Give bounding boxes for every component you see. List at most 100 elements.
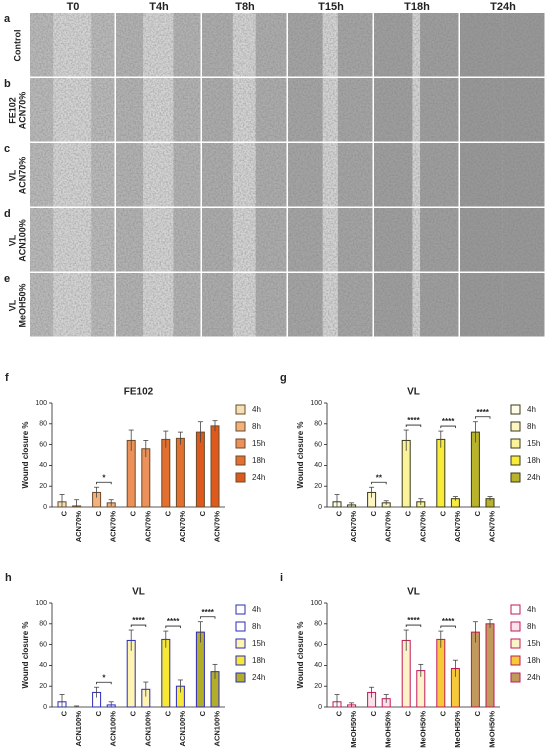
significance-label: **** — [167, 617, 180, 626]
texture — [374, 208, 459, 272]
bar — [470, 431, 480, 508]
legend-swatch — [510, 438, 521, 449]
significance-bracket — [405, 624, 422, 628]
legend-swatch — [235, 621, 246, 632]
texture — [202, 143, 287, 207]
panel-letter: d — [4, 208, 11, 220]
texture — [116, 13, 201, 77]
texture — [460, 78, 545, 142]
texture — [30, 13, 115, 77]
legend-label: 15h — [252, 639, 265, 648]
row-label: FE102 — [7, 97, 17, 124]
x-tick-label: ACN100% — [74, 711, 83, 747]
y-tick-label: 80 — [314, 621, 322, 628]
legend-swatch — [235, 421, 246, 432]
legend-label: 18h — [527, 456, 540, 465]
column-header: T15h — [318, 1, 344, 13]
y-tick-label: 0 — [43, 504, 47, 511]
column-header: T24h — [490, 1, 516, 13]
texture — [30, 273, 115, 337]
y-axis-label: Wound closure % — [296, 622, 305, 689]
legend-label: 15h — [527, 639, 540, 648]
legend-swatch — [510, 655, 521, 666]
y-tick-label: 40 — [314, 662, 322, 669]
bar — [195, 431, 205, 508]
chart-title: VL — [407, 587, 420, 598]
legend-swatch — [510, 421, 521, 432]
x-tick-label: MeOH50% — [418, 711, 427, 748]
x-tick-label: MeOH50% — [349, 711, 358, 748]
row-label: VL — [7, 169, 17, 181]
significance-label: **** — [407, 616, 420, 625]
legend-swatch — [235, 438, 246, 449]
x-tick-label: MeOH50% — [384, 711, 393, 748]
legend-swatch — [510, 472, 521, 483]
x-tick-label: C — [473, 710, 482, 716]
y-tick-label: 40 — [39, 662, 47, 669]
y-tick-label: 20 — [314, 683, 322, 690]
x-tick-label: C — [94, 710, 103, 716]
legend-label: 18h — [252, 656, 265, 665]
legend-swatch — [235, 455, 246, 466]
x-tick-label: C — [59, 710, 68, 716]
column-header: T8h — [235, 1, 255, 13]
y-tick-label: 40 — [39, 462, 47, 469]
bar — [161, 438, 171, 508]
legend-label: 4h — [252, 405, 261, 414]
chart-title: FE102 — [124, 387, 154, 398]
x-tick-label: ACN100% — [178, 711, 187, 747]
texture — [460, 143, 545, 207]
texture — [202, 78, 287, 142]
texture — [30, 208, 115, 272]
x-tick-label: ACN70% — [143, 511, 152, 543]
y-tick-label: 20 — [39, 683, 47, 690]
bar — [485, 623, 495, 708]
significance-bracket — [96, 481, 112, 485]
texture — [288, 78, 373, 142]
bar — [210, 425, 220, 508]
legend-swatch — [510, 404, 521, 415]
legend-label: 24h — [252, 673, 265, 682]
significance-bracket — [96, 681, 112, 685]
bar — [195, 631, 205, 708]
x-tick-label: C — [369, 510, 378, 516]
texture — [202, 273, 287, 337]
panel-letter: a — [4, 13, 11, 25]
y-tick-label: 0 — [318, 504, 322, 511]
legend-label: 18h — [252, 456, 265, 465]
texture — [460, 208, 545, 272]
panel-letter: h — [5, 572, 12, 584]
significance-label: * — [102, 673, 106, 682]
column-header: T4h — [149, 1, 169, 13]
texture — [288, 13, 373, 77]
texture — [116, 143, 201, 207]
legend-label: 4h — [252, 605, 261, 614]
x-tick-label: C — [59, 510, 68, 516]
legend-label: 8h — [252, 422, 261, 431]
significance-bracket — [371, 481, 387, 485]
column-header: T0 — [67, 1, 80, 13]
row-label: VL — [7, 299, 17, 311]
x-tick-label: C — [94, 510, 103, 516]
bar — [436, 438, 446, 508]
y-tick-label: 100 — [310, 600, 322, 607]
texture — [116, 273, 201, 337]
legend-swatch — [510, 638, 521, 649]
chart-title: VL — [132, 587, 145, 598]
x-tick-label: C — [438, 510, 447, 516]
legend-swatch — [510, 604, 521, 615]
legend-swatch — [510, 621, 521, 632]
x-tick-label: ACN70% — [212, 511, 221, 543]
x-tick-label: ACN70% — [178, 511, 187, 543]
x-tick-label: C — [198, 510, 207, 516]
y-tick-label: 40 — [314, 462, 322, 469]
texture — [202, 208, 287, 272]
x-tick-label: ACN100% — [212, 711, 221, 747]
texture — [288, 273, 373, 337]
panel-letter: f — [5, 372, 9, 384]
bar — [436, 638, 446, 708]
texture — [460, 13, 545, 77]
x-tick-label: C — [473, 510, 482, 516]
legend-swatch — [510, 455, 521, 466]
x-tick-label: ACN70% — [349, 511, 358, 543]
